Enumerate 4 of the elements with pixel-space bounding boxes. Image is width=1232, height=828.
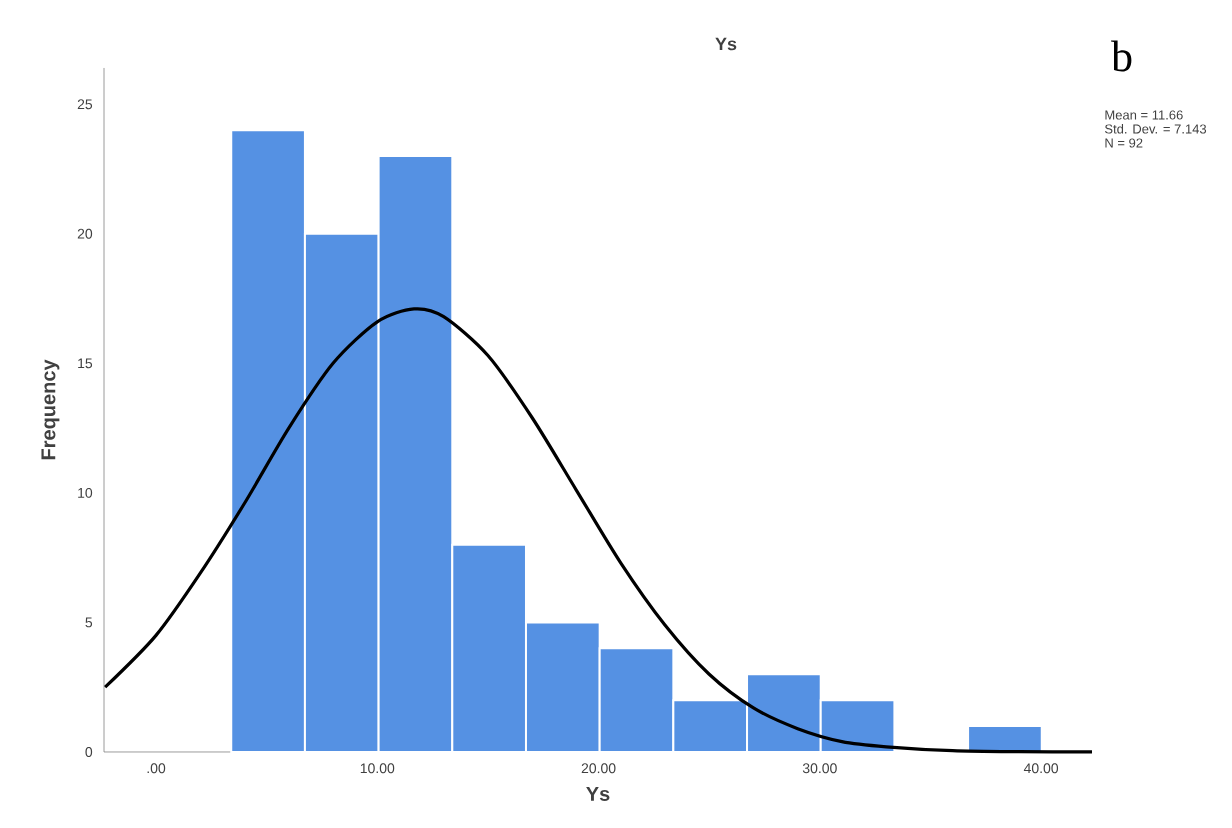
y-axis-title: Frequency [41, 359, 60, 460]
chart-title: Ys [715, 37, 737, 51]
text: b [1111, 40, 1132, 72]
x-axis-title: Ys [586, 786, 610, 801]
